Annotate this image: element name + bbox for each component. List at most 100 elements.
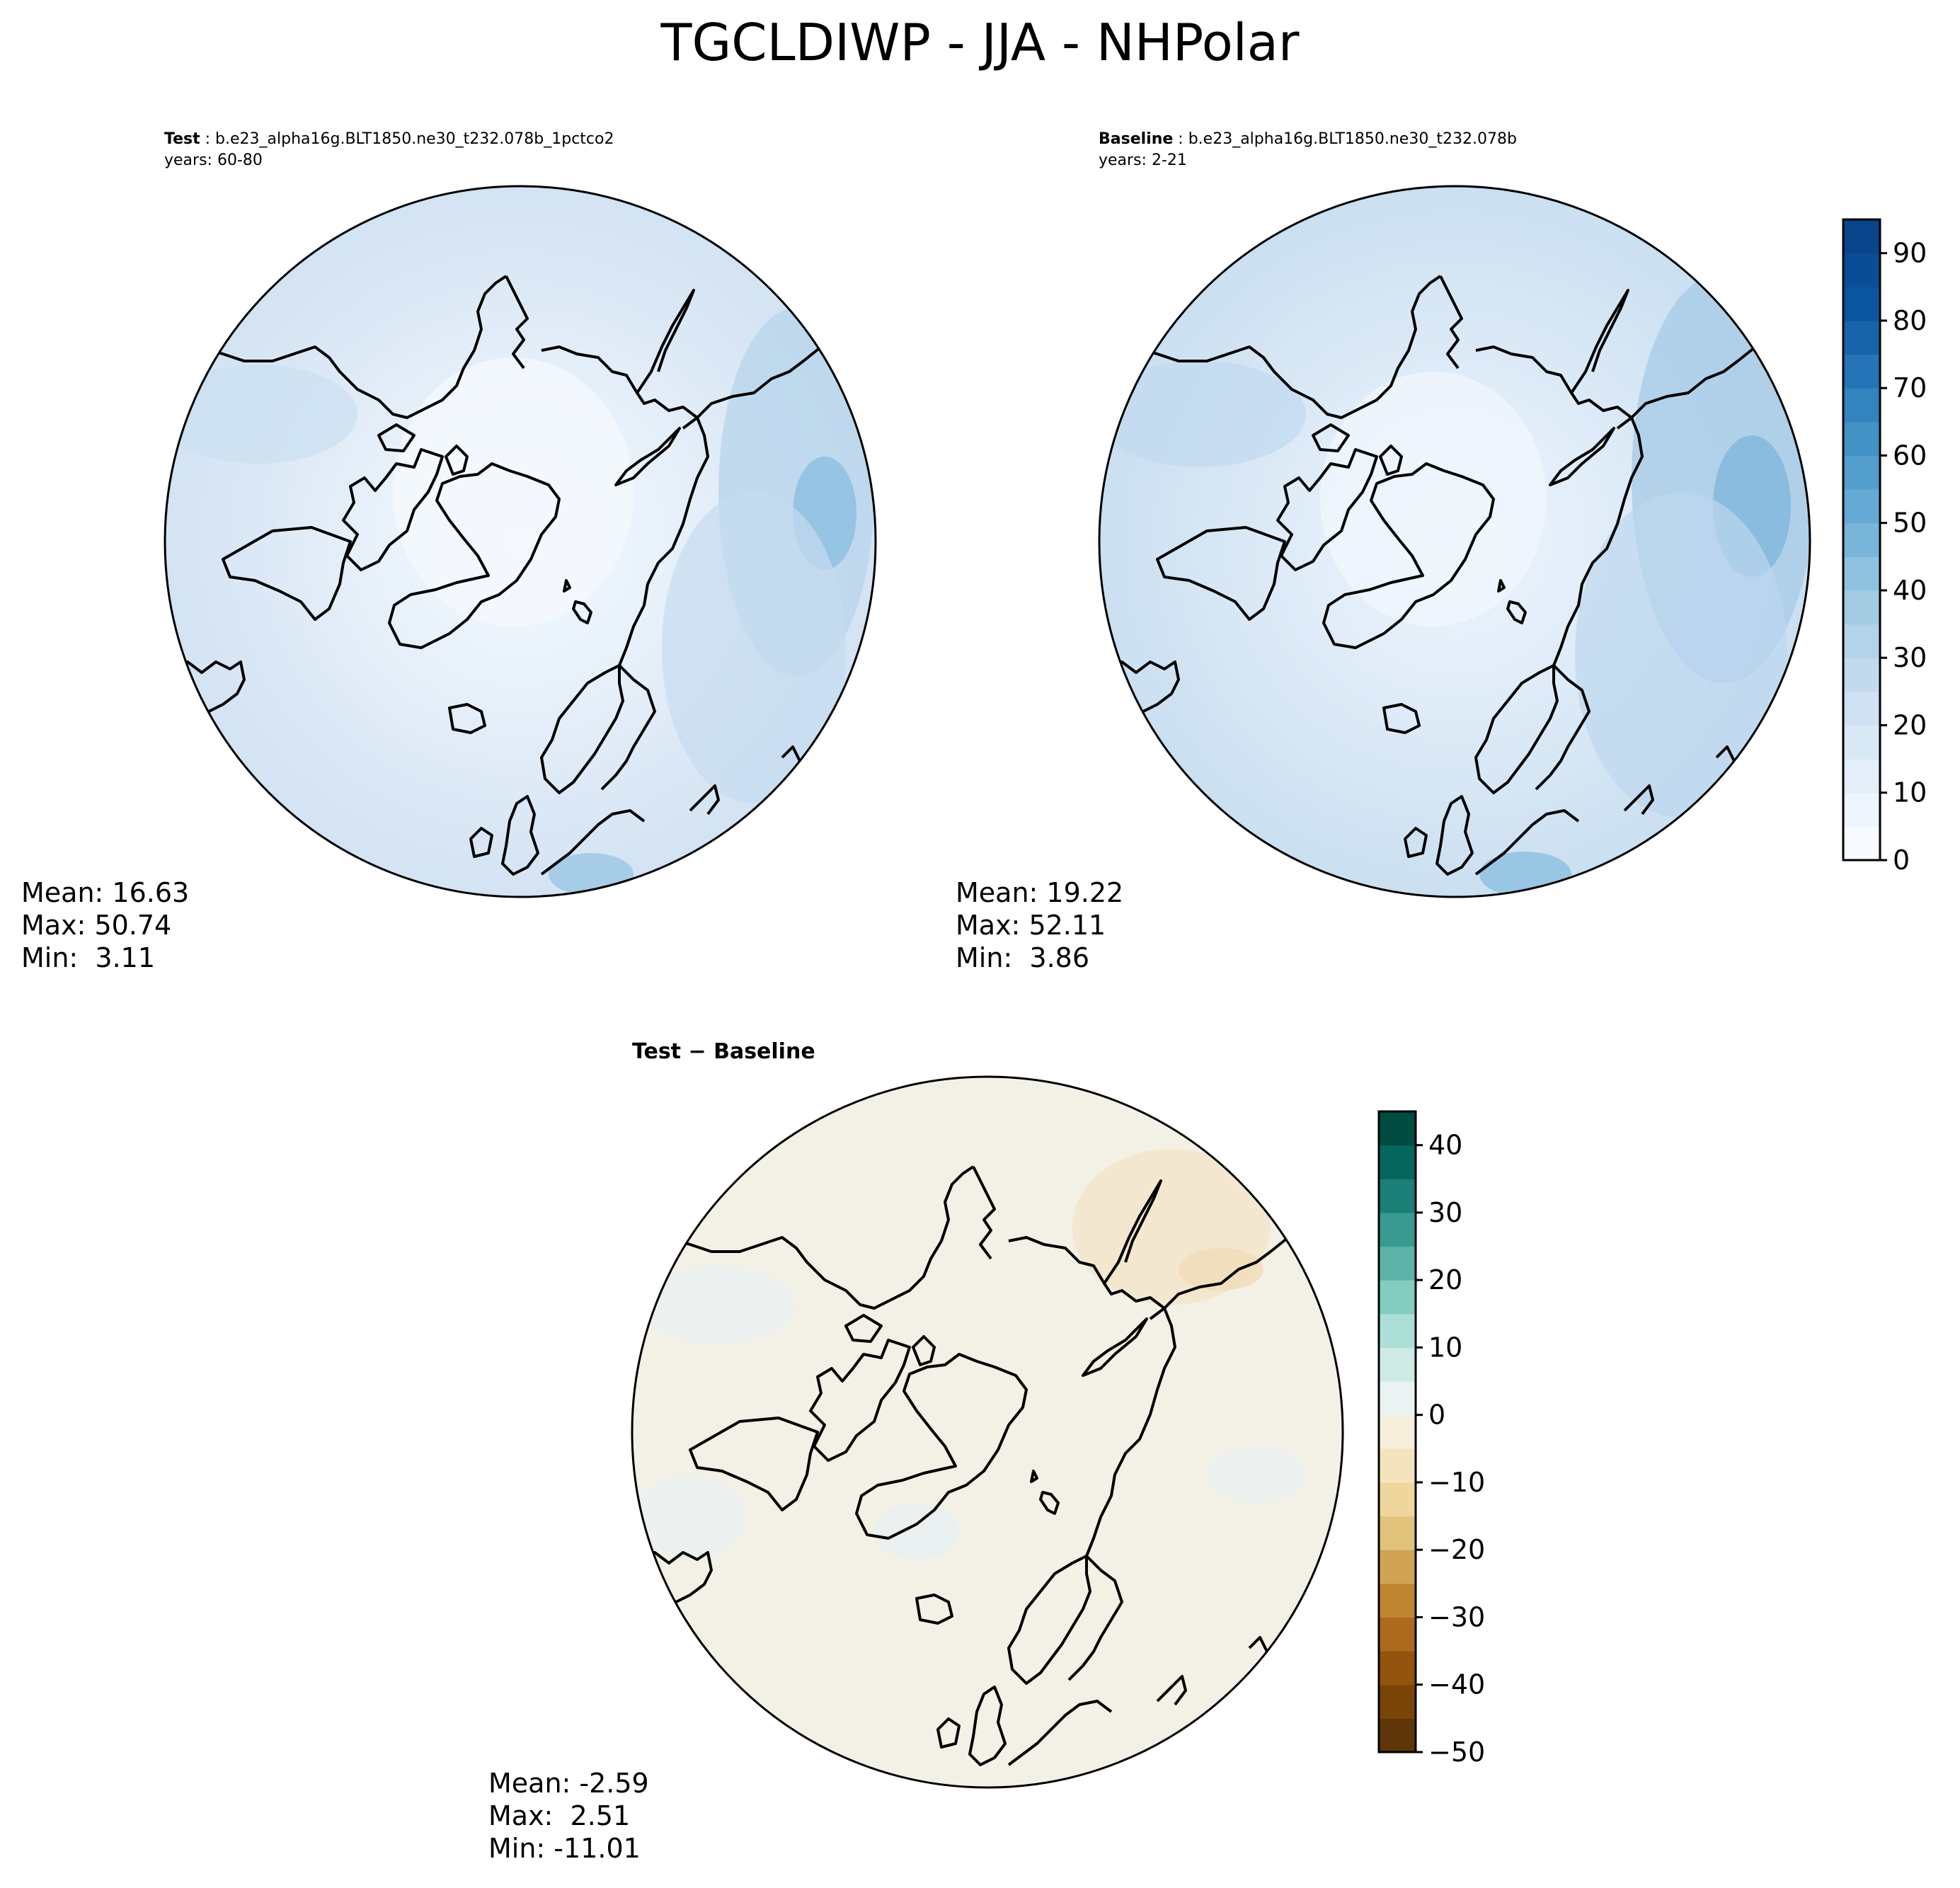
test-field-west xyxy=(165,365,357,464)
test-mean: Mean: 16.63 xyxy=(21,877,190,908)
test-case-name: b.e23_alpha16g.BLT1850.ne30_t232.078b_1p… xyxy=(215,130,614,148)
test-field-polar-low xyxy=(393,357,634,627)
main-colorbar-tick-label: 80 xyxy=(1893,305,1927,336)
baseline-field-polar-low xyxy=(1320,372,1547,627)
diff-colorbar-segment xyxy=(1379,1111,1416,1146)
test-years: years: 60-80 xyxy=(164,151,263,169)
main-colorbar-segment xyxy=(1843,455,1880,490)
diff-colorbar-tick-label: 10 xyxy=(1428,1332,1462,1363)
main-colorbar-segment xyxy=(1843,590,1880,625)
main-colorbar-segment xyxy=(1843,624,1880,658)
diff-colorbar-segment xyxy=(1379,1617,1416,1652)
baseline-min: Min: 3.86 xyxy=(956,942,1089,973)
diff-max: Max: 2.51 xyxy=(488,1800,631,1831)
baseline-mean: Mean: 19.22 xyxy=(956,877,1124,908)
diff-colorbar-tick-label: 0 xyxy=(1428,1400,1445,1431)
main-colorbar-segment xyxy=(1843,826,1880,861)
diff-field-positive-sw xyxy=(634,1475,747,1560)
main-colorbar-segment xyxy=(1843,792,1880,827)
diff-colorbar-segment xyxy=(1379,1414,1416,1449)
diff-min: Min: -11.01 xyxy=(488,1833,641,1864)
diff-panel-header: Test − Baseline xyxy=(632,1039,815,1064)
baseline-case-name: b.e23_alpha16g.BLT1850.ne30_t232.078b xyxy=(1188,130,1517,148)
test-min: Min: 3.11 xyxy=(21,942,155,973)
test-map xyxy=(164,185,877,898)
main-colorbar-segment xyxy=(1843,556,1880,591)
diff-colorbar-tick-label: −50 xyxy=(1428,1737,1485,1768)
diff-colorbar-segment xyxy=(1379,1313,1416,1349)
test-field-mid-east xyxy=(662,492,846,803)
baseline-stats: Mean: 19.22 Max: 52.11 Min: 3.86 xyxy=(956,876,1123,974)
diff-colorbar-outline xyxy=(1377,1110,1417,1753)
diff-field-min xyxy=(1179,1248,1263,1291)
diff-map xyxy=(631,1075,1344,1789)
diff-colorbar-segment xyxy=(1379,1179,1416,1213)
main-colorbar-tick-label: 10 xyxy=(1893,777,1927,808)
diff-colorbar-tick-label: 20 xyxy=(1428,1264,1462,1295)
baseline-years: years: 2-21 xyxy=(1099,151,1187,169)
main-colorbar-segment xyxy=(1843,522,1880,557)
baseline-panel-header: Baseline : b.e23_alpha16g.BLT1850.ne30_t… xyxy=(1099,129,1517,171)
main-colorbar-segment xyxy=(1843,658,1880,692)
main-colorbar-segment xyxy=(1843,421,1880,457)
diff-field-positive-greenland xyxy=(874,1503,959,1560)
main-colorbar-tick-label: 40 xyxy=(1893,575,1927,606)
diff-title-test: Test xyxy=(632,1039,682,1064)
test-label: Test xyxy=(164,130,200,148)
main-colorbar-tick-label: 0 xyxy=(1893,845,1910,876)
diff-colorbar-tick-label: 40 xyxy=(1428,1130,1462,1161)
diff-title-sep: − xyxy=(688,1039,706,1064)
main-colorbar-tick-label: 50 xyxy=(1893,508,1927,539)
diff-colorbar-segment xyxy=(1379,1482,1416,1517)
main-colorbar-segment xyxy=(1843,219,1880,254)
main-colorbar-tick-label: 20 xyxy=(1893,709,1927,740)
baseline-field-west xyxy=(1099,361,1306,467)
diff-colorbar-segment xyxy=(1379,1651,1416,1686)
diff-colorbar-tick-label: −30 xyxy=(1428,1601,1485,1632)
diff-field-positive-e xyxy=(1207,1446,1306,1503)
diff-stats: Mean: -2.59 Max: 2.51 Min: -11.01 xyxy=(488,1767,649,1865)
diff-colorbar-tick-label: −20 xyxy=(1428,1534,1485,1565)
diff-mean: Mean: -2.59 xyxy=(488,1768,649,1799)
diff-colorbar-segment xyxy=(1379,1684,1416,1719)
test-stats: Mean: 16.63 Max: 50.74 Min: 3.11 xyxy=(21,876,189,974)
main-colorbar-segment xyxy=(1843,354,1880,389)
main-colorbar-tick-label: 60 xyxy=(1893,440,1927,471)
diff-colorbar-segment xyxy=(1379,1280,1416,1315)
diff-map-boundary xyxy=(631,1075,1344,1789)
diff-colorbar-segment xyxy=(1379,1246,1416,1281)
main-colorbar-segment xyxy=(1843,320,1880,355)
main-colorbar: 0 10 20 30 40 50 60 70 80 90 xyxy=(1842,218,1927,876)
diff-colorbar-segment xyxy=(1379,1583,1416,1618)
main-colorbar-segment xyxy=(1843,253,1880,287)
diff-colorbar-tick-label: −40 xyxy=(1428,1669,1485,1700)
diff-colorbar-segment xyxy=(1379,1145,1416,1179)
main-colorbar-tick-label: 30 xyxy=(1893,642,1927,673)
main-colorbar-segment xyxy=(1843,725,1880,760)
diff-colorbar-segment xyxy=(1379,1347,1416,1382)
diff-colorbar-tick-label: −10 xyxy=(1428,1467,1485,1498)
main-colorbar-outline xyxy=(1842,218,1881,862)
diff-colorbar: −50 −40 −30 −20 −10 0 10 20 30 40 xyxy=(1377,1110,1485,1768)
diff-colorbar-segment xyxy=(1379,1516,1416,1550)
baseline-label: Baseline xyxy=(1099,130,1174,148)
diff-colorbar-segment xyxy=(1379,1718,1416,1753)
main-colorbar-segment xyxy=(1843,388,1880,423)
main-colorbar-tick-label: 90 xyxy=(1893,238,1927,269)
figure-title: TGCLDIWP - JJA - NHPolar xyxy=(660,13,1300,72)
main-colorbar-segment xyxy=(1843,691,1880,726)
diff-field-positive-west xyxy=(641,1266,796,1344)
diff-title-base: Baseline xyxy=(713,1039,815,1064)
baseline-max: Max: 52.11 xyxy=(956,910,1106,941)
main-colorbar-segment xyxy=(1843,287,1880,321)
main-colorbar-segment xyxy=(1843,759,1880,794)
test-panel-header: Test : b.e23_alpha16g.BLT1850.ne30_t232.… xyxy=(164,129,614,171)
main-colorbar-tick-label: 70 xyxy=(1893,372,1927,404)
baseline-map xyxy=(1098,185,1811,898)
diff-colorbar-tick-label: 30 xyxy=(1428,1197,1462,1228)
baseline-field-mid-east xyxy=(1575,492,1787,818)
diff-colorbar-segment xyxy=(1379,1550,1416,1584)
diff-colorbar-segment xyxy=(1379,1448,1416,1483)
test-max: Max: 50.74 xyxy=(21,910,172,941)
baseline-map-boundary xyxy=(1098,185,1811,898)
